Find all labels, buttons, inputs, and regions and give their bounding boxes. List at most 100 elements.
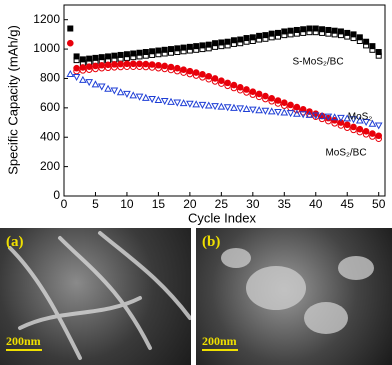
- square-marker: [230, 37, 237, 44]
- circle-marker: [293, 106, 301, 114]
- triangle-marker: [97, 83, 106, 91]
- square-marker: [306, 25, 313, 32]
- circle-marker: [199, 73, 206, 81]
- circle-marker: [129, 63, 137, 71]
- circle-marker: [249, 91, 257, 98]
- square-marker: [237, 40, 244, 47]
- chart: Specific Capacity (mAh/g) Cycle Index 0 2…: [5, 4, 386, 225]
- circle-marker: [375, 135, 383, 142]
- square-marker: [337, 28, 344, 35]
- square-marker: [199, 42, 206, 49]
- square-marker: [224, 42, 231, 49]
- circle-marker: [211, 78, 219, 85]
- circle-marker: [98, 64, 106, 72]
- square-marker: [123, 51, 130, 58]
- circle-marker: [85, 66, 93, 73]
- square-marker: [186, 43, 193, 50]
- circle-marker: [255, 93, 263, 101]
- square-marker: [268, 30, 275, 37]
- square-marker: [262, 35, 269, 42]
- triangle-marker: [293, 109, 301, 117]
- square-marker: [67, 25, 74, 32]
- scale-bar: 200nm: [6, 334, 42, 351]
- circle-marker: [205, 75, 213, 83]
- square-marker: [249, 34, 256, 41]
- y-tick-label: 0: [53, 188, 60, 202]
- square-marker: [319, 26, 326, 33]
- square-marker: [168, 49, 174, 56]
- square-marker: [369, 46, 376, 53]
- plot-frame: [63, 4, 386, 197]
- square-marker: [287, 31, 294, 38]
- sem-image-b: (b) 200nm: [196, 228, 392, 365]
- square-marker: [281, 32, 288, 39]
- square-marker: [237, 36, 244, 43]
- square-marker: [293, 30, 300, 37]
- series-label: S-MoS₂/BC: [292, 57, 343, 68]
- circle-marker: [73, 67, 80, 75]
- circle-marker: [192, 72, 200, 79]
- circle-marker: [356, 128, 364, 136]
- square-marker: [375, 49, 382, 56]
- square-marker: [161, 46, 168, 53]
- circle-marker: [155, 64, 162, 72]
- triangle-marker: [305, 110, 314, 118]
- triangle-marker: [173, 99, 182, 107]
- square-marker: [105, 53, 112, 60]
- square-marker: [186, 47, 193, 54]
- square-marker: [281, 28, 288, 35]
- square-marker: [155, 51, 162, 58]
- sem-image-a: (a) 200nm: [0, 228, 192, 365]
- triangle-marker: [311, 112, 320, 120]
- square-marker: [350, 35, 357, 42]
- square-marker: [73, 57, 80, 64]
- triangle-marker: [135, 93, 144, 101]
- square-marker: [205, 45, 212, 52]
- triangle-marker: [123, 90, 131, 98]
- square-marker: [212, 40, 219, 47]
- square-marker: [130, 50, 137, 57]
- triangle-marker: [280, 108, 289, 116]
- square-marker: [98, 54, 105, 61]
- square-marker: [369, 43, 376, 50]
- triangle-marker: [230, 103, 238, 111]
- circle-marker: [343, 124, 351, 131]
- square-marker: [312, 29, 319, 36]
- panel-label: (b): [202, 234, 221, 250]
- square-marker: [268, 34, 275, 41]
- x-tick-label: 45: [341, 197, 355, 211]
- square-marker: [337, 32, 344, 39]
- square-marker: [344, 29, 351, 36]
- square-marker: [256, 36, 263, 43]
- x-tick-label: 10: [120, 197, 134, 211]
- square-marker: [306, 29, 313, 36]
- square-marker: [92, 54, 99, 61]
- square-marker: [300, 26, 307, 33]
- triangle-marker: [368, 119, 377, 127]
- triangle-marker: [343, 114, 352, 122]
- square-marker: [205, 41, 212, 48]
- scale-bar: 200nm: [202, 334, 238, 351]
- square-marker: [79, 56, 86, 63]
- triangle-marker: [129, 91, 138, 99]
- square-marker: [73, 53, 80, 60]
- square-marker: [193, 46, 200, 53]
- x-tick-label: 25: [215, 197, 229, 211]
- square-marker: [319, 29, 326, 36]
- square-marker: [230, 40, 237, 47]
- triangle-marker: [355, 116, 364, 124]
- triangle-marker: [374, 122, 383, 130]
- circle-marker: [111, 63, 118, 71]
- triangle-marker: [248, 106, 257, 114]
- triangle-marker: [286, 110, 295, 118]
- square-marker: [375, 52, 382, 59]
- triangle-marker: [337, 114, 345, 122]
- series-label: MoS₂/BC: [325, 148, 366, 159]
- circle-marker: [268, 97, 276, 105]
- triangle-marker: [186, 100, 194, 108]
- square-marker: [331, 27, 338, 34]
- circle-marker: [66, 39, 74, 47]
- triangle-marker: [154, 96, 163, 104]
- square-marker: [161, 50, 168, 57]
